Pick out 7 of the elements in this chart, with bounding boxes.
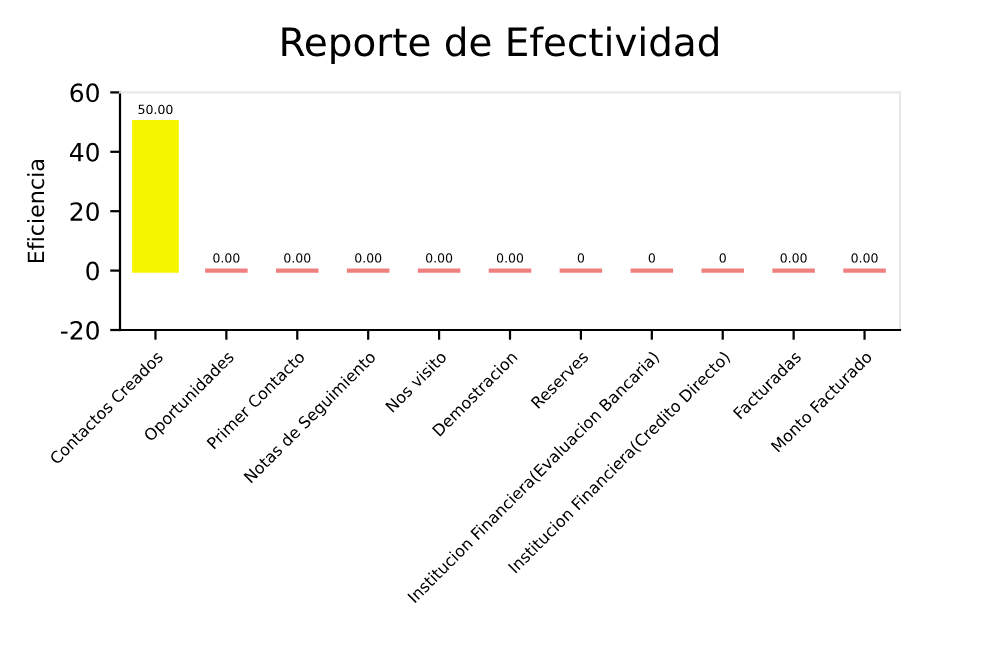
y-axis-title: Eficiencia — [27, 160, 45, 263]
y-tick-label: 0 — [86, 261, 99, 281]
y-tick-label: 20 — [70, 202, 99, 222]
y-tick-label: -20 — [60, 320, 99, 340]
y-tick-label: 40 — [69, 142, 99, 162]
chart-title: Reporte de Efectividad — [282, 26, 718, 65]
y-tick-label: 60 — [70, 83, 99, 103]
